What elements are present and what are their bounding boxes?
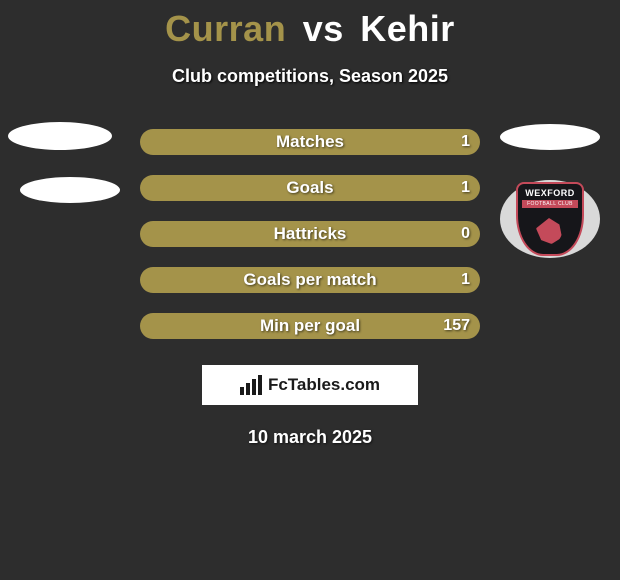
source-site-label: FcTables.com <box>268 375 380 395</box>
stat-row-matches: Matches 1 <box>140 129 480 155</box>
stat-value-right: 0 <box>461 225 470 243</box>
stat-value-right: 1 <box>461 133 470 151</box>
club-subname: FOOTBALL CLUB <box>522 200 578 208</box>
stat-row-goals: Goals 1 <box>140 175 480 201</box>
title-vs: vs <box>303 8 344 49</box>
stat-row-hattricks: Hattricks 0 <box>140 221 480 247</box>
title-player-2: Kehir <box>360 8 455 49</box>
player1-badge-placeholder-2 <box>20 177 120 203</box>
source-site-box[interactable]: FcTables.com <box>202 365 418 405</box>
stat-label: Matches <box>276 132 344 152</box>
comparison-card: Curran vs Kehir Club competitions, Seaso… <box>0 0 620 580</box>
stat-value-right: 157 <box>443 317 470 335</box>
stat-label: Goals <box>286 178 333 198</box>
club-name: WEXFORD <box>525 188 575 198</box>
stat-label: Hattricks <box>274 224 347 244</box>
stat-label: Goals per match <box>243 270 376 290</box>
subtitle: Club competitions, Season 2025 <box>0 66 620 87</box>
stat-value-right: 1 <box>461 179 470 197</box>
title-player-1: Curran <box>165 8 286 49</box>
player2-club-badge: WEXFORD FOOTBALL CLUB <box>500 180 600 258</box>
player1-badge-placeholder-1 <box>8 122 112 150</box>
stat-row-goals-per-match: Goals per match 1 <box>140 267 480 293</box>
snapshot-date: 10 march 2025 <box>0 427 620 448</box>
stat-row-min-per-goal: Min per goal 157 <box>140 313 480 339</box>
player2-badge-placeholder-1 <box>500 124 600 150</box>
page-title: Curran vs Kehir <box>0 0 620 50</box>
bars-icon <box>240 375 262 395</box>
stat-value-right: 1 <box>461 271 470 289</box>
stat-label: Min per goal <box>260 316 360 336</box>
club-shield: WEXFORD FOOTBALL CLUB <box>516 182 584 256</box>
